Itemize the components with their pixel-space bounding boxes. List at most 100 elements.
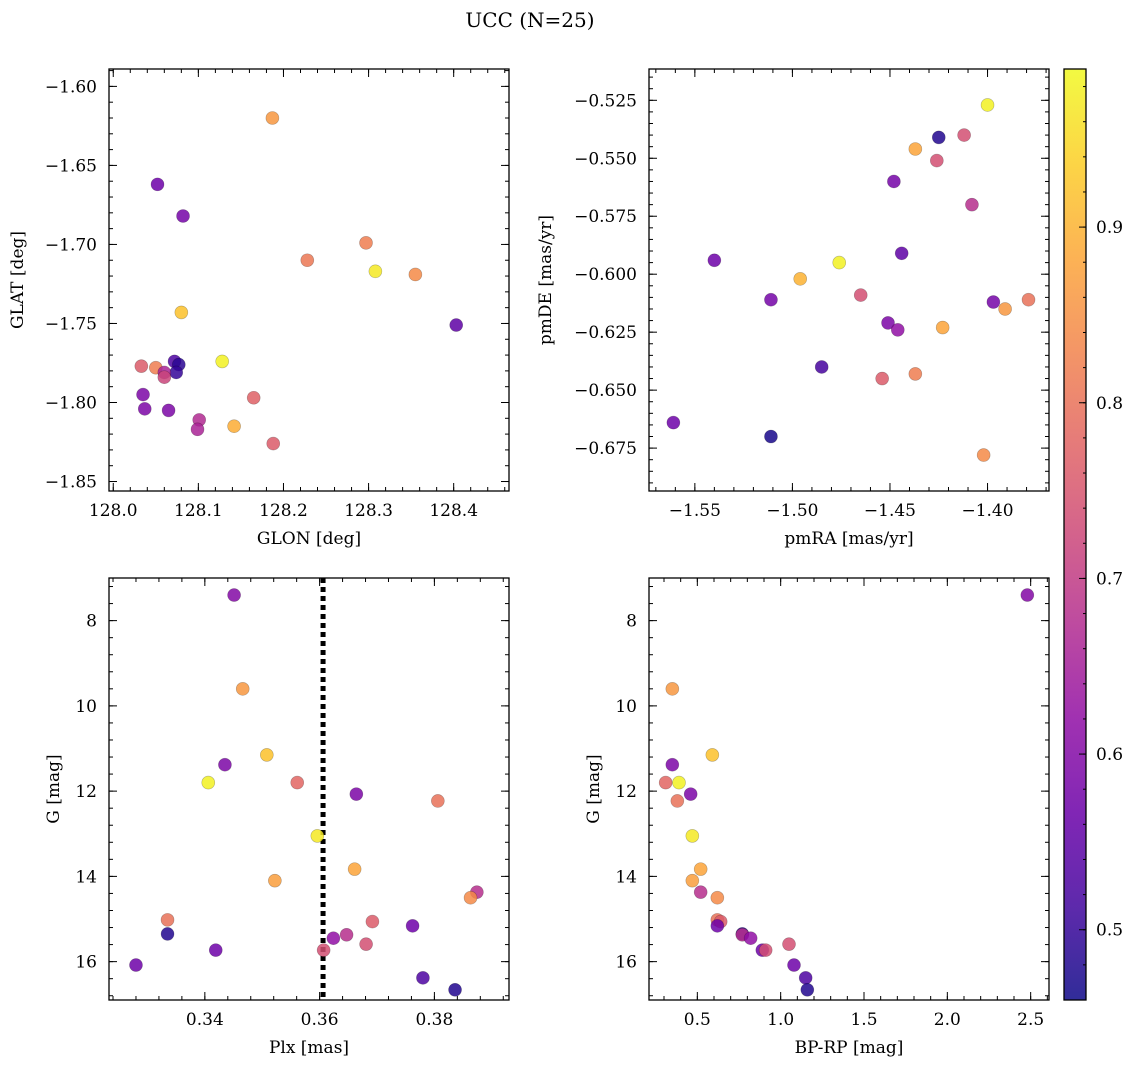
y-tick-label: −1.70 — [45, 235, 97, 255]
x-tick-label: 128.2 — [259, 501, 308, 521]
scatter-point — [169, 365, 184, 380]
scatter-point — [853, 288, 868, 302]
y-tick-label: 14 — [615, 867, 637, 887]
scatter-point — [986, 295, 1001, 309]
colorbar-gradient — [1064, 69, 1086, 1000]
y-tick-label: −0.650 — [574, 381, 637, 401]
plot-area — [129, 578, 484, 1000]
plot-frame — [108, 577, 510, 1001]
y-tick-label: 10 — [615, 697, 637, 717]
scatter-point — [431, 794, 445, 808]
y-tick-label: −0.550 — [574, 149, 637, 169]
x-tick-label: 2.5 — [1017, 1010, 1044, 1030]
scatter-point — [930, 153, 944, 168]
x-tick-label: 0.34 — [186, 1010, 224, 1030]
scatter-point — [201, 775, 216, 790]
scatter-point — [208, 943, 223, 957]
plot-frame — [108, 68, 510, 492]
x-tick-label: 128.1 — [174, 501, 223, 521]
scatter-point — [890, 323, 905, 337]
panel-plx-g: 0.34 0.36 0.38 8 10 12 14 16 Plx [mas] G [mag] — [44, 577, 510, 1058]
colorbar-tick-label: 0.6 — [1096, 745, 1123, 765]
scatter-point — [764, 429, 778, 444]
scatter-point — [266, 436, 281, 451]
scatter-point — [160, 927, 175, 941]
scatter-point — [405, 919, 420, 933]
scatter-point — [129, 958, 143, 972]
scatter-point — [875, 371, 889, 386]
scatter-point — [157, 370, 172, 385]
scatter-point — [265, 111, 280, 125]
plot-area — [666, 98, 1036, 462]
scatter-point — [268, 873, 282, 888]
scatter-point — [685, 873, 700, 888]
colorbar: 0.5 0.6 0.7 0.8 0.9 — [1063, 68, 1123, 1001]
scatter-point — [998, 302, 1012, 316]
x-tick-label: 1.5 — [850, 1010, 877, 1030]
y-tick-label: −0.625 — [574, 323, 637, 343]
x-tick-label: −1.40 — [961, 501, 1013, 521]
scatter-point — [448, 982, 462, 997]
plot-area — [134, 111, 464, 451]
scatter-point — [463, 890, 478, 905]
scatter-point — [365, 914, 380, 929]
scatter-point — [235, 682, 250, 696]
y-tick-label: 10 — [75, 697, 97, 717]
scatter-point — [215, 354, 229, 369]
figure-title: UCC (N=25) — [465, 8, 594, 32]
scatter-point — [887, 174, 901, 189]
scatter-point — [347, 862, 362, 876]
scatter-point — [814, 360, 829, 374]
scatter-point — [782, 937, 796, 951]
scatter-point — [705, 748, 720, 762]
scatter-point — [793, 272, 808, 286]
y-tick-label: 12 — [75, 782, 97, 802]
x-tick-label: −1.50 — [766, 501, 818, 521]
panel-bprp-g: 0.5 1.0 1.5 2.0 2.5 8 10 12 14 16 BP-RP [mag] G [ma… — [584, 577, 1050, 1058]
scatter-point — [665, 682, 680, 696]
x-tick-label: 0.36 — [301, 1010, 339, 1030]
colorbar-tick-label: 0.5 — [1096, 921, 1123, 941]
colorbar-tick-label: 0.8 — [1096, 394, 1123, 414]
y-tick-label: −1.60 — [45, 77, 97, 97]
x-tick-label: 128.4 — [429, 501, 478, 521]
scatter-point — [957, 128, 971, 142]
scatter-point — [300, 253, 315, 268]
scatter-point — [160, 913, 175, 927]
scatter-point — [710, 919, 725, 933]
scatter-point — [416, 971, 430, 985]
y-axis-label: G [mag] — [44, 754, 64, 823]
panel-glon-glat: 128.0 128.1 128.2 128.3 128.4 −1.60 −1.65 −1.70… — [8, 68, 510, 549]
scatter-point — [359, 236, 373, 250]
y-tick-label: −0.525 — [574, 91, 637, 111]
scatter-point — [665, 757, 680, 772]
y-axis-label: GLAT [deg] — [8, 231, 28, 329]
scatter-point — [260, 748, 274, 762]
plot-frame — [648, 68, 1050, 492]
scatter-point — [150, 177, 165, 192]
scatter-point — [787, 958, 801, 972]
y-axis-label: G [mag] — [584, 754, 604, 823]
scatter-point — [136, 387, 150, 402]
x-tick-label: 1.0 — [767, 1010, 794, 1030]
scatter-point — [176, 209, 190, 223]
scatter-point — [218, 757, 232, 772]
scatter-point — [174, 305, 189, 320]
scatter-point — [666, 415, 681, 430]
colorbar-tick-label: 0.9 — [1096, 218, 1123, 238]
y-tick-label: −1.65 — [45, 156, 97, 176]
scatter-point — [672, 775, 686, 790]
x-tick-label: 128.3 — [344, 501, 393, 521]
colorbar-tick-label: 0.7 — [1096, 569, 1123, 589]
y-tick-label: 8 — [86, 612, 97, 632]
scatter-point — [764, 292, 778, 307]
scatter-point — [408, 267, 423, 282]
x-axis-label: GLON [deg] — [257, 529, 361, 549]
y-tick-label: 16 — [75, 953, 97, 973]
scatter-point — [693, 885, 708, 899]
y-axis-label: pmDE [mas/yr] — [536, 215, 556, 345]
scatter-point — [935, 320, 950, 335]
scatter-point — [134, 359, 149, 373]
scatter-point — [339, 927, 354, 942]
scatter-point — [798, 971, 813, 985]
